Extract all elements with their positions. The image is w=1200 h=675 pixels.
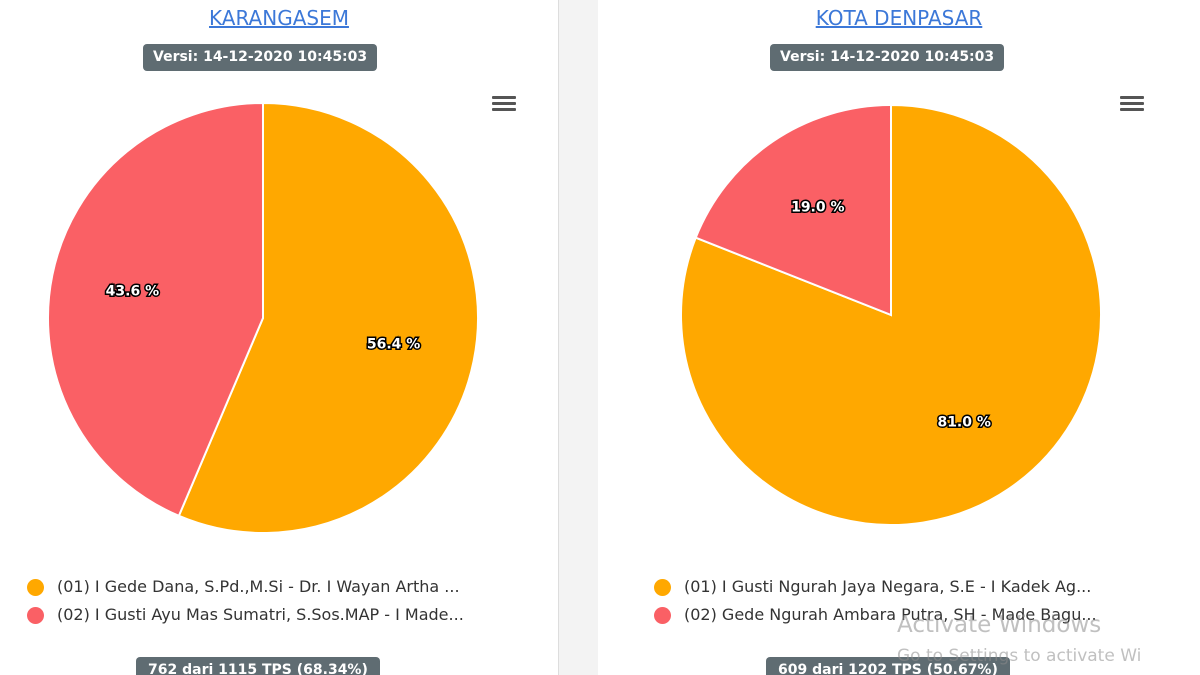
legend-label: (01) I Gede Dana, S.Pd.,M.Si - Dr. I Way… (57, 577, 460, 596)
legend-label: (02) I Gusti Ayu Mas Sumatri, S.Sos.MAP … (57, 605, 464, 624)
pie-slice-2[interactable] (694, 103, 892, 317)
legend-label: (01) I Gusti Ngurah Jaya Negara, S.E - I… (684, 577, 1092, 596)
divider (558, 0, 559, 675)
activate-windows-watermark-hint: Go to Settings to activate Wi (897, 646, 1142, 666)
tps-progress-badge: 762 dari 1115 TPS (68.34%) (136, 657, 380, 675)
region-title-link[interactable]: KARANGASEM (209, 6, 349, 30)
chart-legend: (01) I Gusti Ngurah Jaya Negara, S.E - I… (654, 573, 1097, 629)
pie-slice-2[interactable] (47, 101, 264, 518)
legend-color-dot (27, 579, 44, 596)
pie-data-label-1: 56.4 % (367, 337, 420, 353)
legend-item-01[interactable]: (01) I Gede Dana, S.Pd.,M.Si - Dr. I Way… (27, 573, 464, 601)
legend-item-02[interactable]: (02) I Gusti Ayu Mas Sumatri, S.Sos.MAP … (27, 601, 464, 629)
chart-panel-karangasem: KARANGASEM Versi: 14-12-2020 10:45:03 56… (0, 0, 558, 675)
legend-item-02[interactable]: (02) Gede Ngurah Ambara Putra, SH - Made… (654, 601, 1097, 629)
legend-item-01[interactable]: (01) I Gusti Ngurah Jaya Negara, S.E - I… (654, 573, 1097, 601)
tps-progress-badge: 609 dari 1202 TPS (50.67%) (766, 657, 1010, 675)
pie-chart: 56.4 % 43.6 % (47, 101, 479, 534)
version-badge: Versi: 14-12-2020 10:45:03 (143, 44, 378, 71)
legend-color-dot (654, 607, 671, 624)
legend-color-dot (654, 579, 671, 596)
activate-windows-watermark: Activate Windows (897, 612, 1102, 638)
pie-data-label-2: 43.6 % (106, 283, 159, 299)
hamburger-menu-icon[interactable] (1118, 92, 1146, 116)
version-badge: Versi: 14-12-2020 10:45:03 (770, 44, 1005, 71)
chart-legend: (01) I Gede Dana, S.Pd.,M.Si - Dr. I Way… (27, 573, 464, 629)
hamburger-menu-icon[interactable] (490, 92, 518, 116)
region-title-link[interactable]: KOTA DENPASAR (815, 6, 983, 30)
legend-label: (02) Gede Ngurah Ambara Putra, SH - Made… (684, 605, 1097, 624)
pie-chart: 81.0 % 19.0 % (680, 103, 1102, 526)
pie-data-label-1: 81.0 % (937, 415, 990, 431)
legend-color-dot (27, 607, 44, 624)
pie-data-label-2: 19.0 % (791, 199, 844, 215)
pie-slice-1[interactable] (177, 101, 479, 534)
chart-panel-kota-denpasar: KOTA DENPASAR Versi: 14-12-2020 10:45:03… (598, 0, 1200, 675)
